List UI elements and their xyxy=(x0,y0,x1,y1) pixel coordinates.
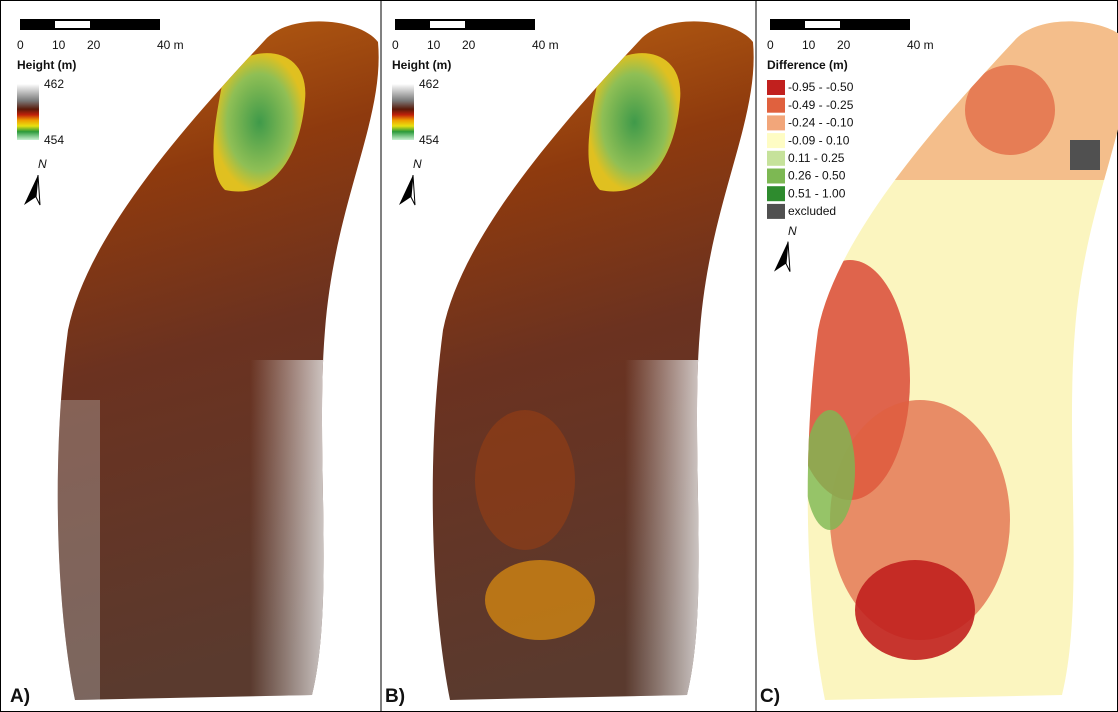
scale-label: 40 m xyxy=(157,38,184,52)
panel-label: C) xyxy=(760,686,780,707)
legend-swatch xyxy=(767,133,785,148)
scale-label: 40 m xyxy=(907,38,934,52)
north-label: N xyxy=(38,157,47,171)
scale-label: 20 xyxy=(462,38,476,52)
legend-swatch xyxy=(767,151,785,166)
panel-label: A) xyxy=(10,686,30,707)
legend-label: excluded xyxy=(788,204,836,218)
north-arrow xyxy=(399,175,413,205)
scale-label: 40 m xyxy=(532,38,559,52)
legend-title: Height (m) xyxy=(17,58,76,72)
scale-label: 0 xyxy=(392,38,399,52)
legend-swatch xyxy=(767,115,785,130)
legend-label: 0.26 - 0.50 xyxy=(788,169,846,183)
scale-bar xyxy=(805,21,840,28)
legend-swatch xyxy=(767,98,785,113)
legend-label: -0.09 - 0.10 xyxy=(788,133,850,147)
scale-label: 10 xyxy=(802,38,816,52)
legend-swatch xyxy=(767,204,785,219)
north-arrow xyxy=(774,242,788,272)
legend-title: Difference (m) xyxy=(767,58,848,72)
legend-swatch xyxy=(767,80,785,95)
figure: 0 10 20 40 m Height (m) 462 454 N A) 0 10 20 40 m Hei… xyxy=(0,0,1118,712)
legend-label: 0.51 - 1.00 xyxy=(788,186,846,200)
legend-min: 454 xyxy=(419,133,439,147)
scale-label: 10 xyxy=(52,38,66,52)
legend-label: -0.49 - -0.25 xyxy=(788,98,854,112)
legend-title: Height (m) xyxy=(392,58,451,72)
panel-label: B) xyxy=(385,686,405,707)
north-label: N xyxy=(413,157,422,171)
scale-label: 0 xyxy=(17,38,24,52)
scale-bar xyxy=(55,21,90,28)
north-label: N xyxy=(788,224,797,238)
legend-swatch xyxy=(767,186,785,201)
scale-label: 10 xyxy=(427,38,441,52)
map-a xyxy=(0,0,380,712)
map-b xyxy=(375,0,755,712)
legend-max: 462 xyxy=(44,77,64,91)
legend-max: 462 xyxy=(419,77,439,91)
legend-label: 0.11 - 0.25 xyxy=(788,151,845,165)
north-arrow xyxy=(24,175,38,205)
scale-label: 20 xyxy=(87,38,101,52)
legend-label: -0.24 - -0.10 xyxy=(788,116,854,130)
legend-min: 454 xyxy=(44,133,64,147)
scale-label: 0 xyxy=(767,38,774,52)
scale-bar xyxy=(430,21,465,28)
legend-ramp xyxy=(17,84,39,140)
legend-swatch xyxy=(767,169,785,184)
scale-label: 20 xyxy=(837,38,851,52)
legend-label: -0.95 - -0.50 xyxy=(788,80,854,94)
legend-ramp xyxy=(392,84,414,140)
